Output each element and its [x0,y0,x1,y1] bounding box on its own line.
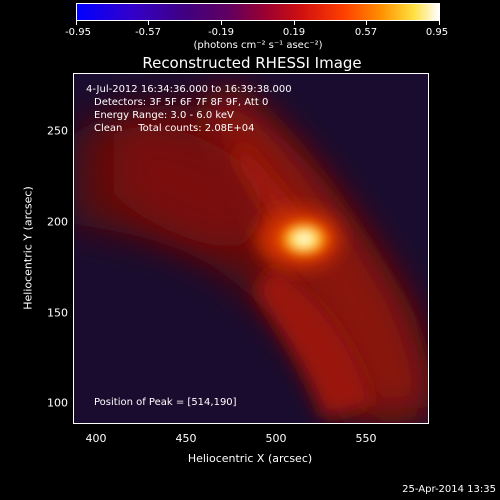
peak-position-label: Position of Peak = [514,190] [94,397,237,408]
x-tick-label: 450 [175,432,197,445]
y-tick-label: 250 [47,124,68,138]
clean-total-counts-label: Clean Total counts: 2.08E+04 [94,123,255,134]
image-plot [73,73,429,424]
x-tick-label: 500 [265,432,287,445]
colorbar-tick-label: 0.95 [425,27,449,38]
colorbar-tick [439,21,440,25]
y-axis-label: Heliocentric Y (arcsec) [21,186,35,310]
colorbar-tick-label: -0.19 [208,27,234,38]
footer-timestamp: 25-Apr-2014 13:35 [402,484,496,495]
time-range-label: 4-Jul-2012 16:34:36.000 to 16:39:38.000 [86,84,292,95]
detectors-label: Detectors: 3F 5F 6F 7F 8F 9F, Att 0 [94,97,269,108]
colorbar-units: (photons cm⁻² s⁻¹ asec⁻²) [193,40,323,51]
colorbar-tick [148,21,149,25]
colorbar-tick [76,21,77,25]
colorbar-tick-label: -0.57 [135,27,161,38]
y-tick-label: 150 [47,306,68,320]
colorbar-tick-label: -0.95 [65,27,91,38]
colorbar-tick-label: 0.57 [354,27,378,38]
colorbar [76,3,440,21]
energy-range-label: Energy Range: 3.0 - 6.0 keV [94,110,234,121]
rhessi-image [74,74,428,423]
x-tick-label: 550 [355,432,377,445]
colorbar-tick-label: 0.19 [282,27,306,38]
colorbar-tick [294,21,295,25]
colorbar-tick [221,21,222,25]
y-tick-label: 100 [47,396,68,410]
x-tick-label: 400 [85,432,107,445]
x-axis-label: Heliocentric X (arcsec) [187,452,313,465]
colorbar-tick [366,21,367,25]
y-tick-label: 200 [47,215,68,229]
image-title: Reconstructed RHESSI Image [142,54,362,72]
